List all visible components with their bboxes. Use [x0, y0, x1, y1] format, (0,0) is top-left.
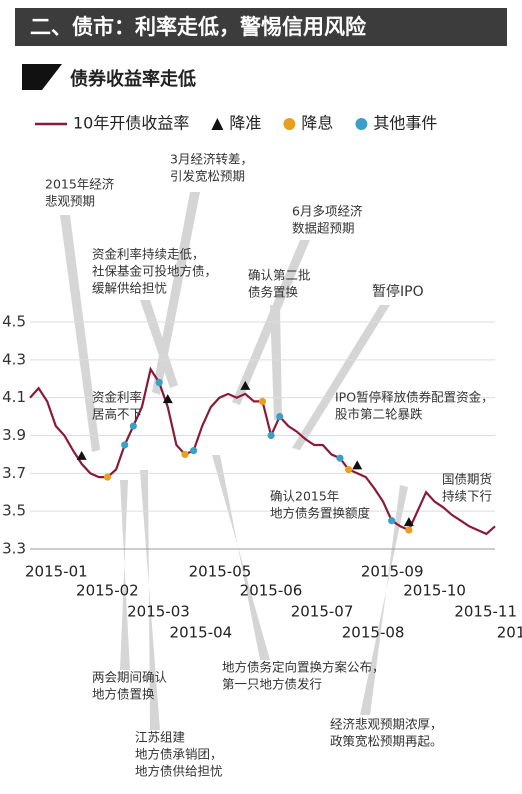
x-tick-label: 2015-06: [240, 582, 303, 600]
annotation: 政策宽松预期再起。: [330, 734, 443, 749]
x-tick-label: 2015-10: [403, 582, 466, 600]
legend-label: 其他事件: [373, 114, 437, 133]
annotation: 地方债承销团，: [135, 747, 223, 762]
x-tick-label: 2015-07: [291, 603, 354, 621]
x-tick-label: 2015-05: [189, 563, 252, 581]
event-dot: [129, 422, 137, 430]
title-bar: [15, 8, 507, 46]
event-dot: [267, 431, 275, 440]
legend-dot: [283, 118, 296, 130]
legend-label: 降准: [229, 114, 261, 133]
event-dot: [121, 441, 129, 449]
annotation: 暂停IPO: [372, 283, 424, 300]
annotation: 居高不下: [92, 407, 142, 422]
event-dot: [181, 450, 189, 459]
event-triangle: [352, 460, 363, 470]
annotation: 地方债务定向置换方案公布，: [222, 660, 385, 675]
annotation: 确认第二批: [248, 268, 311, 283]
annotation: 资金利率持续走低，: [92, 247, 205, 262]
annotation: 股市第二轮暴跌: [335, 407, 423, 422]
x-tick-label: 2015-08: [342, 624, 405, 642]
y-tick-label: 4.5: [2, 313, 26, 331]
annotation: 3月经济转差，: [170, 152, 253, 167]
annotation: 资金利率: [92, 390, 142, 405]
annotation: IPO暂停释放债券配置资金，: [335, 390, 494, 405]
event-dot: [276, 412, 284, 421]
event-dot: [103, 473, 112, 481]
annotation: 两会期间确认: [92, 670, 168, 685]
event-dot: [258, 397, 267, 406]
x-tick-label: 2015-04: [170, 624, 233, 642]
x-tick-label: 2015-09: [361, 563, 424, 581]
annotation: 债务置换: [248, 285, 299, 300]
annotation: 数据超预期: [292, 221, 355, 236]
legend-dot: [355, 118, 368, 130]
x-tick-label: 2015-03: [127, 603, 190, 621]
event-triangle: [403, 517, 414, 527]
event-dot: [190, 447, 198, 455]
annotation: 社保基金可投地方债，: [92, 264, 217, 279]
y-tick-label: 3.7: [2, 464, 26, 482]
x-tick-label: 2015-02: [76, 582, 139, 600]
annotation: 缓解供给担忧: [92, 281, 167, 296]
y-tick-label: 3.5: [2, 502, 26, 520]
annotation: 经济悲观预期浓厚，: [330, 717, 443, 732]
annotation: 持续下行: [442, 489, 492, 504]
event-dot: [345, 465, 353, 474]
y-tick-label: 3.3: [2, 540, 26, 558]
x-tick-label: 2015-12: [497, 624, 522, 642]
event-dot: [388, 517, 396, 525]
annotation: 6月多项经济: [292, 204, 363, 219]
legend-label: 降息: [301, 114, 333, 133]
x-tick-label: 2015-01: [25, 563, 88, 581]
event-triangle: [76, 450, 87, 460]
annotation: 第一只地方债发行: [222, 677, 322, 692]
event-dot: [336, 454, 344, 462]
x-tick-label: 2015-11: [454, 603, 517, 621]
event-dot: [405, 526, 413, 534]
annotation: 国债期货: [442, 472, 492, 487]
event-triangle: [162, 394, 173, 404]
annotation: 江苏组建: [135, 730, 186, 745]
y-tick-label: 4.3: [2, 350, 26, 368]
event-triangle: [240, 380, 251, 390]
chart-subtitle: 债券收益率走低: [70, 68, 196, 90]
legend-label: 10年开债收益率: [73, 114, 189, 133]
legend-triangle: [211, 118, 224, 130]
annotation: 2015年经济: [45, 177, 115, 192]
subtitle-mark: [22, 64, 62, 90]
y-tick-label: 4.1: [2, 388, 26, 406]
annotation: 确认2015年: [270, 489, 339, 504]
annotation: 地方债置换: [92, 687, 155, 702]
annotation: 悲观预期: [45, 194, 95, 209]
chart-title: 二、债市：利率走低，警惕信用风险: [30, 15, 367, 39]
annotation: 地方债务置换额度: [270, 506, 371, 521]
annotation: 引发宽松预期: [170, 169, 245, 184]
annotation: 地方债供给担忧: [135, 764, 223, 779]
y-tick-label: 3.9: [2, 426, 26, 444]
event-dot: [155, 378, 163, 387]
